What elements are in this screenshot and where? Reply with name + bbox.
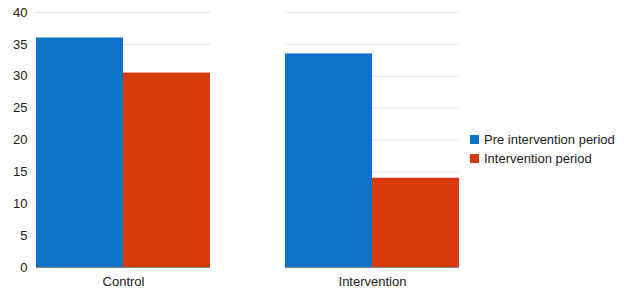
html-text:Intervention period: Intervention period <box>484 150 592 166</box>
svg-text:40: 40 <box>13 5 27 20</box>
html-text:Pre intervention period: Pre intervention period <box>484 131 615 147</box>
svg-text:35: 35 <box>13 37 27 52</box>
svg-text:30: 30 <box>13 68 27 83</box>
svg-text:Control: Control <box>103 274 145 289</box>
svg-text:10: 10 <box>13 196 27 211</box>
svg-text:0: 0 <box>20 260 27 275</box>
svg-text:25: 25 <box>13 100 27 115</box>
svg-text:15: 15 <box>13 164 27 179</box>
svg-text:5: 5 <box>20 228 27 243</box>
svg-text:20: 20 <box>13 132 27 147</box>
svg-text:Intervention: Intervention <box>339 274 407 289</box>
